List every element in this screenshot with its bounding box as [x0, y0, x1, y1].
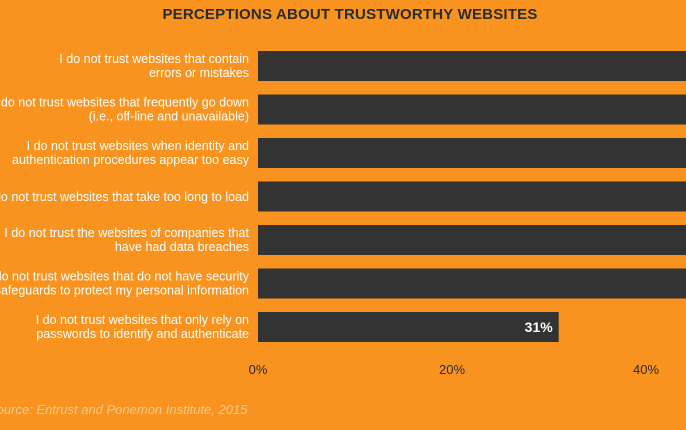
chart-title: PERCEPTIONS ABOUT TRUSTWORTHY WEBSITES	[162, 6, 538, 23]
category-label-2: I do not trust websites that frequently …	[0, 96, 249, 124]
source-note: Source: Entrust and Ponemon Institute, 2…	[0, 402, 248, 417]
x-tick-label: 20%	[439, 362, 465, 377]
category-label-3: I do not trust websites when identity an…	[12, 139, 250, 167]
x-tick-label: 40%	[633, 362, 659, 377]
category-label-6: I do not trust websites that do not have…	[0, 270, 250, 298]
bar-7	[258, 312, 559, 342]
bar-1	[258, 51, 686, 81]
value-label-7: 31%	[525, 319, 554, 335]
bar-4	[258, 181, 686, 212]
category-label-7: I do not trust websites that only rely o…	[36, 313, 249, 341]
bar-3	[258, 138, 686, 168]
category-label-1: I do not trust websites that contain erro…	[59, 52, 249, 80]
bars-layer	[258, 51, 686, 342]
x-tick-label: 0%	[249, 362, 268, 377]
category-label-4: I do not trust websites that take too lo…	[0, 190, 249, 204]
category-label-5: I do not trust the websites of companies…	[4, 226, 249, 254]
bar-5	[258, 225, 686, 255]
category-labels: I do not trust websites that contain erro…	[0, 52, 250, 341]
value-labels: 91%88%75%67%63%55%31%	[525, 319, 554, 335]
bar-2	[258, 94, 686, 125]
bar-6	[258, 268, 686, 299]
x-axis-ticks: 0%20%40%60%80%	[249, 362, 660, 377]
